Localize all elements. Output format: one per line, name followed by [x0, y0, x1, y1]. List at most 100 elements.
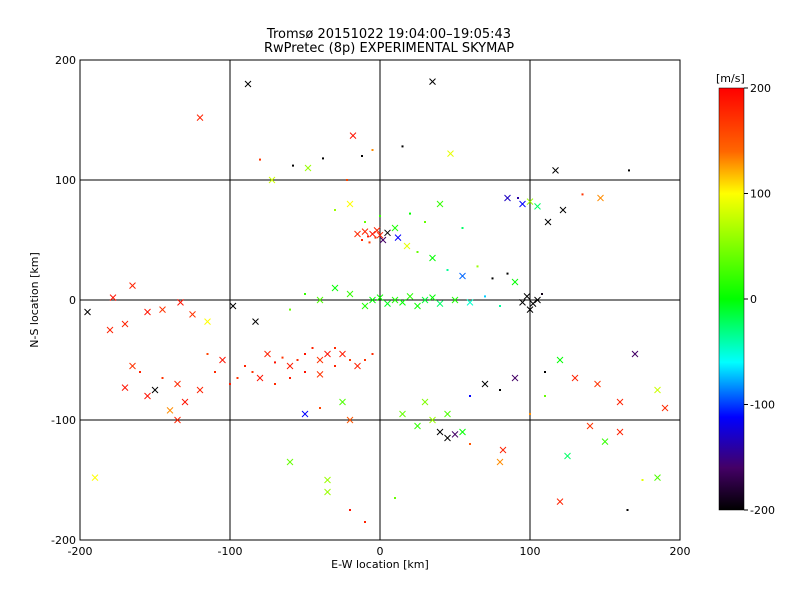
- data-point-cross: [151, 386, 159, 394]
- data-point-cross: [556, 356, 564, 364]
- data-point-dot: [484, 295, 486, 298]
- data-point-dot: [229, 383, 231, 385]
- data-point-stroke: [286, 362, 294, 370]
- x-tick-label: 100: [520, 545, 541, 558]
- data-point-cross: [244, 80, 252, 88]
- data-point-dot: [476, 265, 479, 268]
- data-point-cross: [91, 474, 99, 481]
- data-point-cross: [376, 231, 384, 239]
- data-point-cross: [601, 438, 609, 445]
- data-point-cross: [496, 458, 504, 466]
- data-point-cross: [252, 318, 259, 325]
- data-point-stroke: [394, 234, 402, 241]
- data-point-stroke: [447, 150, 454, 157]
- data-point-stroke: [594, 380, 601, 388]
- data-point-stroke: [661, 404, 669, 412]
- data-point-stroke: [534, 296, 541, 304]
- data-point-cross: [556, 498, 564, 505]
- data-point-dot: [641, 479, 644, 481]
- data-point-dot: [461, 227, 464, 229]
- data-point-stroke: [526, 306, 534, 313]
- data-point-cross: [376, 294, 384, 301]
- data-point-cross: [109, 294, 117, 301]
- data-point-stroke: [229, 302, 237, 310]
- y-tick-label: -100: [51, 414, 76, 427]
- data-point-cross: [459, 428, 466, 436]
- x-tick-label: 0: [377, 545, 384, 558]
- data-point-dot: [371, 353, 374, 355]
- data-point-dot: [416, 251, 419, 253]
- data-point-cross: [571, 374, 579, 382]
- data-point-stroke: [174, 380, 181, 388]
- data-point-cross: [429, 254, 436, 262]
- data-point-dot: [206, 353, 209, 355]
- data-point-dot: [446, 269, 449, 271]
- data-point-stroke: [151, 386, 159, 394]
- data-point-stroke: [631, 350, 639, 358]
- data-point-cross: [511, 374, 519, 382]
- data-point-stroke: [316, 296, 324, 304]
- y-tick-label: 100: [55, 174, 76, 187]
- data-point-stroke: [339, 398, 346, 406]
- data-point-stroke: [346, 200, 354, 208]
- data-point-dot: [506, 272, 509, 275]
- data-point-dot: [244, 365, 246, 367]
- data-point-dot: [334, 365, 336, 367]
- data-point-dot: [251, 371, 254, 373]
- data-point-stroke: [324, 488, 331, 496]
- data-point-stroke: [414, 302, 421, 310]
- data-point-stroke: [406, 293, 414, 300]
- data-point-dot: [401, 145, 404, 148]
- y-tick-label: 0: [69, 294, 76, 307]
- data-point-dot: [374, 236, 377, 239]
- data-point-stroke: [616, 398, 624, 406]
- data-point-cross: [349, 132, 357, 139]
- data-point-stroke: [552, 167, 559, 174]
- data-point-stroke: [504, 194, 511, 202]
- data-point-cross: [106, 326, 114, 334]
- data-point-stroke: [109, 294, 117, 301]
- data-point-dot: [544, 371, 546, 373]
- data-point-cross: [526, 198, 534, 205]
- data-point-cross: [268, 176, 276, 184]
- y-axis-label: N-S location [km]: [28, 252, 41, 348]
- data-point-stroke: [144, 392, 151, 400]
- data-point-stroke: [129, 282, 136, 289]
- data-point-cross: [444, 410, 451, 418]
- data-point-dot: [499, 305, 501, 307]
- data-point-stroke: [597, 194, 604, 202]
- data-point-stroke: [301, 410, 309, 418]
- data-point-dot: [424, 221, 426, 223]
- data-point-cross: [286, 362, 294, 370]
- x-tick-label: 200: [670, 545, 691, 558]
- data-point-cross: [504, 194, 511, 202]
- data-point-cross: [144, 392, 151, 400]
- colorbar-ticks: 200 100 0 -100 -200: [744, 82, 775, 517]
- data-point-dot: [304, 371, 306, 373]
- data-point-cross: [403, 242, 411, 250]
- colorbar-tick-label: 100: [750, 188, 771, 201]
- data-point-dot: [367, 235, 369, 238]
- data-point-stroke: [331, 284, 339, 292]
- data-point-cross: [316, 296, 324, 304]
- data-point-stroke: [499, 446, 507, 454]
- y-tick-labels: -200 -100 0 100 200: [51, 54, 76, 547]
- data-point-stroke: [166, 407, 174, 414]
- data-point-cross: [414, 422, 421, 430]
- data-point-dot: [544, 395, 546, 397]
- data-point-cross: [196, 386, 204, 394]
- data-point-cross: [529, 300, 537, 307]
- data-point-dot: [311, 347, 314, 349]
- data-point-stroke: [403, 242, 411, 250]
- data-point-stroke: [84, 308, 91, 316]
- data-point-cross: [526, 306, 534, 313]
- data-point-stroke: [444, 434, 451, 442]
- data-point-stroke: [429, 416, 436, 424]
- data-point-stroke: [349, 132, 357, 139]
- data-point-stroke: [324, 350, 331, 358]
- data-point-cross: [361, 228, 369, 235]
- data-point-dot: [289, 377, 291, 379]
- data-point-cross: [391, 224, 399, 232]
- data-point-stroke: [654, 474, 661, 481]
- colorbar-label: [m/s]: [716, 72, 745, 85]
